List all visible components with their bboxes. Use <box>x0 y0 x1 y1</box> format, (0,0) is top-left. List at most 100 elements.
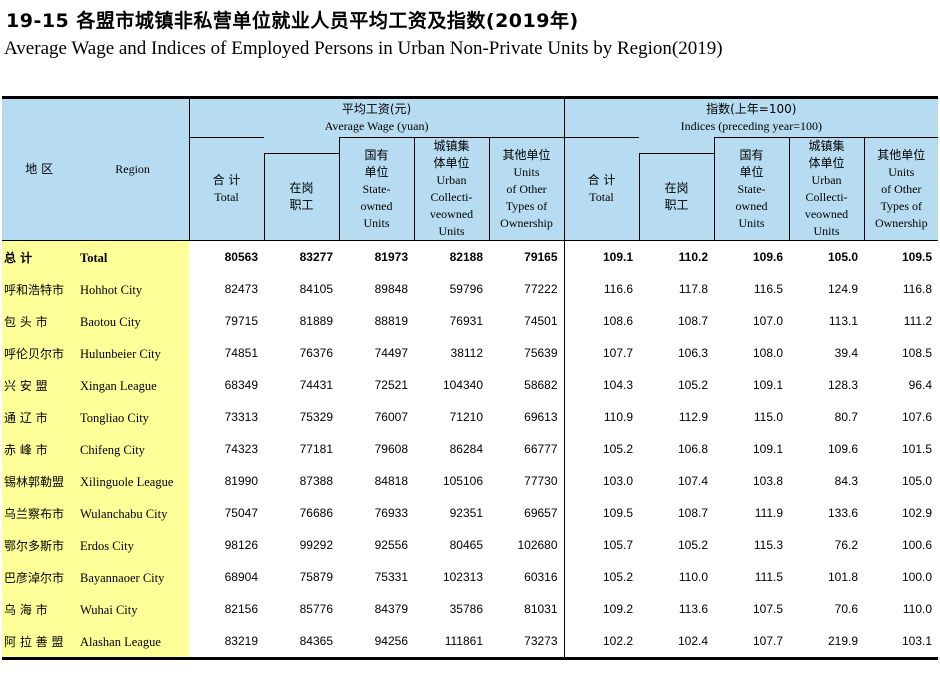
value-cell: 81031 <box>489 593 565 625</box>
wage-onpost-header: 在岗 职工 <box>263 153 339 241</box>
value-cell: 109.1 <box>714 433 790 465</box>
region-cell: 赤 峰 市 Chifeng City <box>2 433 189 465</box>
value-cell: 108.7 <box>639 305 715 337</box>
value-cell: 101.8 <box>789 561 865 593</box>
region-name-en: Hohhot City <box>80 282 143 297</box>
value-cell: 76686 <box>264 497 339 529</box>
value-cell: 77730 <box>489 465 565 497</box>
region-name-cn: 呼和浩特市 <box>4 282 65 297</box>
wage-state-en3: Units <box>363 215 390 230</box>
region-name-en: Tongliao City <box>80 410 149 425</box>
value-cell: 105.2 <box>639 369 715 401</box>
region-name-cn: 总 计 <box>4 250 33 265</box>
value-cell: 110.2 <box>639 240 715 273</box>
table-row: 呼和浩特市 Hohhot City 82473 84105 89848 59796 7722… <box>2 273 939 305</box>
value-cell: 83277 <box>264 240 339 273</box>
value-cell: 87388 <box>264 465 339 497</box>
value-cell: 108.0 <box>714 337 790 369</box>
value-cell: 83219 <box>189 625 264 660</box>
value-cell: 107.7 <box>714 625 790 660</box>
index-other-cn: 其他单位 <box>877 147 926 162</box>
wage-other-en: Units <box>513 164 540 179</box>
region-cell: 阿 拉 善 盟 Alashan League <box>2 625 189 660</box>
region-name-en: Baotou City <box>80 314 141 329</box>
region-header-en: Region <box>115 162 150 176</box>
value-cell: 71210 <box>414 401 489 433</box>
value-cell: 74431 <box>264 369 339 401</box>
indices-group-en: Indices (preceding year=100) <box>680 119 822 133</box>
wage-coll-en4: Units <box>438 224 465 238</box>
wage-coll-en3: veowned <box>429 207 474 221</box>
value-cell: 80563 <box>189 240 264 273</box>
value-cell: 75331 <box>339 561 414 593</box>
region-name-cn: 阿 拉 善 盟 <box>4 634 64 649</box>
region-name-cn: 赤 峰 市 <box>4 442 48 457</box>
index-onpost-header: 在岗 职工 <box>638 153 715 241</box>
value-cell: 117.8 <box>639 273 715 305</box>
index-state-cn: 国有 <box>739 147 764 162</box>
wage-coll-cn2: 体单位 <box>433 156 470 170</box>
index-other-en: Units <box>888 164 915 179</box>
region-cell: 锡林郭勒盟 Xilinguole League <box>2 465 189 497</box>
page-title-english: Average Wage and Indices of Employed Per… <box>4 38 723 59</box>
value-cell: 104340 <box>414 369 489 401</box>
index-coll-cn: 城镇集 <box>808 139 845 153</box>
wage-state-cn2: 单位 <box>364 164 389 179</box>
value-cell: 99292 <box>264 529 339 561</box>
value-cell: 70.6 <box>789 593 865 625</box>
value-cell: 115.3 <box>714 529 790 561</box>
value-cell: 109.5 <box>563 497 640 529</box>
average-wage-group-header: 平均工资(元) Average Wage (yuan) <box>188 96 565 138</box>
value-cell: 115.0 <box>714 401 790 433</box>
value-cell: 76.2 <box>789 529 865 561</box>
table-row: 呼伦贝尔市 Hulunbeier City 74851 76376 74497 38112… <box>2 337 939 369</box>
value-cell: 105.2 <box>563 561 640 593</box>
wage-other-en3: Types of <box>505 198 548 213</box>
index-total-header: 合 计 Total <box>563 137 640 241</box>
value-cell: 103.0 <box>563 465 640 497</box>
value-cell: 107.0 <box>714 305 790 337</box>
index-state-en2: owned <box>735 198 768 213</box>
index-state-en3: Units <box>738 215 765 230</box>
value-cell: 96.4 <box>864 369 939 401</box>
value-cell: 105.0 <box>864 465 939 497</box>
region-cell: 巴彦淖尔市 Bayannaoer City <box>2 561 189 593</box>
index-coll-en4: Units <box>813 224 840 238</box>
value-cell: 102.4 <box>639 625 715 660</box>
region-cell: 兴 安 盟 Xingan League <box>2 369 189 401</box>
wage-other-en2: of Other <box>506 181 547 196</box>
value-cell: 89848 <box>339 273 414 305</box>
region-cell: 包 头 市 Baotou City <box>2 305 189 337</box>
value-cell: 60316 <box>489 561 565 593</box>
value-cell: 69657 <box>489 497 565 529</box>
wage-state-header: 国有 单位 State- owned Units <box>338 137 414 241</box>
wage-onpost-spacer <box>264 137 339 154</box>
region-name-en: Xilinguole League <box>80 474 174 489</box>
value-cell: 116.5 <box>714 273 790 305</box>
value-cell: 111.5 <box>714 561 790 593</box>
region-name-en: Wuhai City <box>80 602 138 617</box>
table-row: 巴彦淖尔市 Bayannaoer City 68904 75879 75331 10231… <box>2 561 939 593</box>
region-name-cn: 巴彦淖尔市 <box>4 570 65 585</box>
value-cell: 76007 <box>339 401 414 433</box>
value-cell: 103.8 <box>714 465 790 497</box>
index-onpost-spacer <box>639 137 715 154</box>
table-row: 鄂尔多斯市 Erdos City 98126 99292 92556 80465 10268… <box>2 529 939 561</box>
wage-total-cn: 合 计 <box>212 173 241 187</box>
value-cell: 88819 <box>339 305 414 337</box>
table-row: 乌兰察布市 Wulanchabu City 75047 76686 76933 92351… <box>2 497 939 529</box>
value-cell: 77181 <box>264 433 339 465</box>
value-cell: 86284 <box>414 433 489 465</box>
index-onpost-cn2: 职工 <box>664 198 689 213</box>
index-state-header: 国有 单位 State- owned Units <box>713 137 790 241</box>
index-onpost-cn: 在岗 <box>664 181 689 196</box>
value-cell: 102.2 <box>563 625 640 660</box>
table-row: 包 头 市 Baotou City 79715 81889 88819 76931 7450… <box>2 305 939 337</box>
region-name-en: Alashan League <box>80 634 161 649</box>
value-cell: 109.1 <box>714 369 790 401</box>
region-cell: 呼伦贝尔市 Hulunbeier City <box>2 337 189 369</box>
region-cell: 鄂尔多斯市 Erdos City <box>2 529 189 561</box>
table-row: 乌 海 市 Wuhai City 82156 85776 84379 35786 81031… <box>2 593 939 625</box>
value-cell: 81889 <box>264 305 339 337</box>
value-cell: 39.4 <box>789 337 865 369</box>
